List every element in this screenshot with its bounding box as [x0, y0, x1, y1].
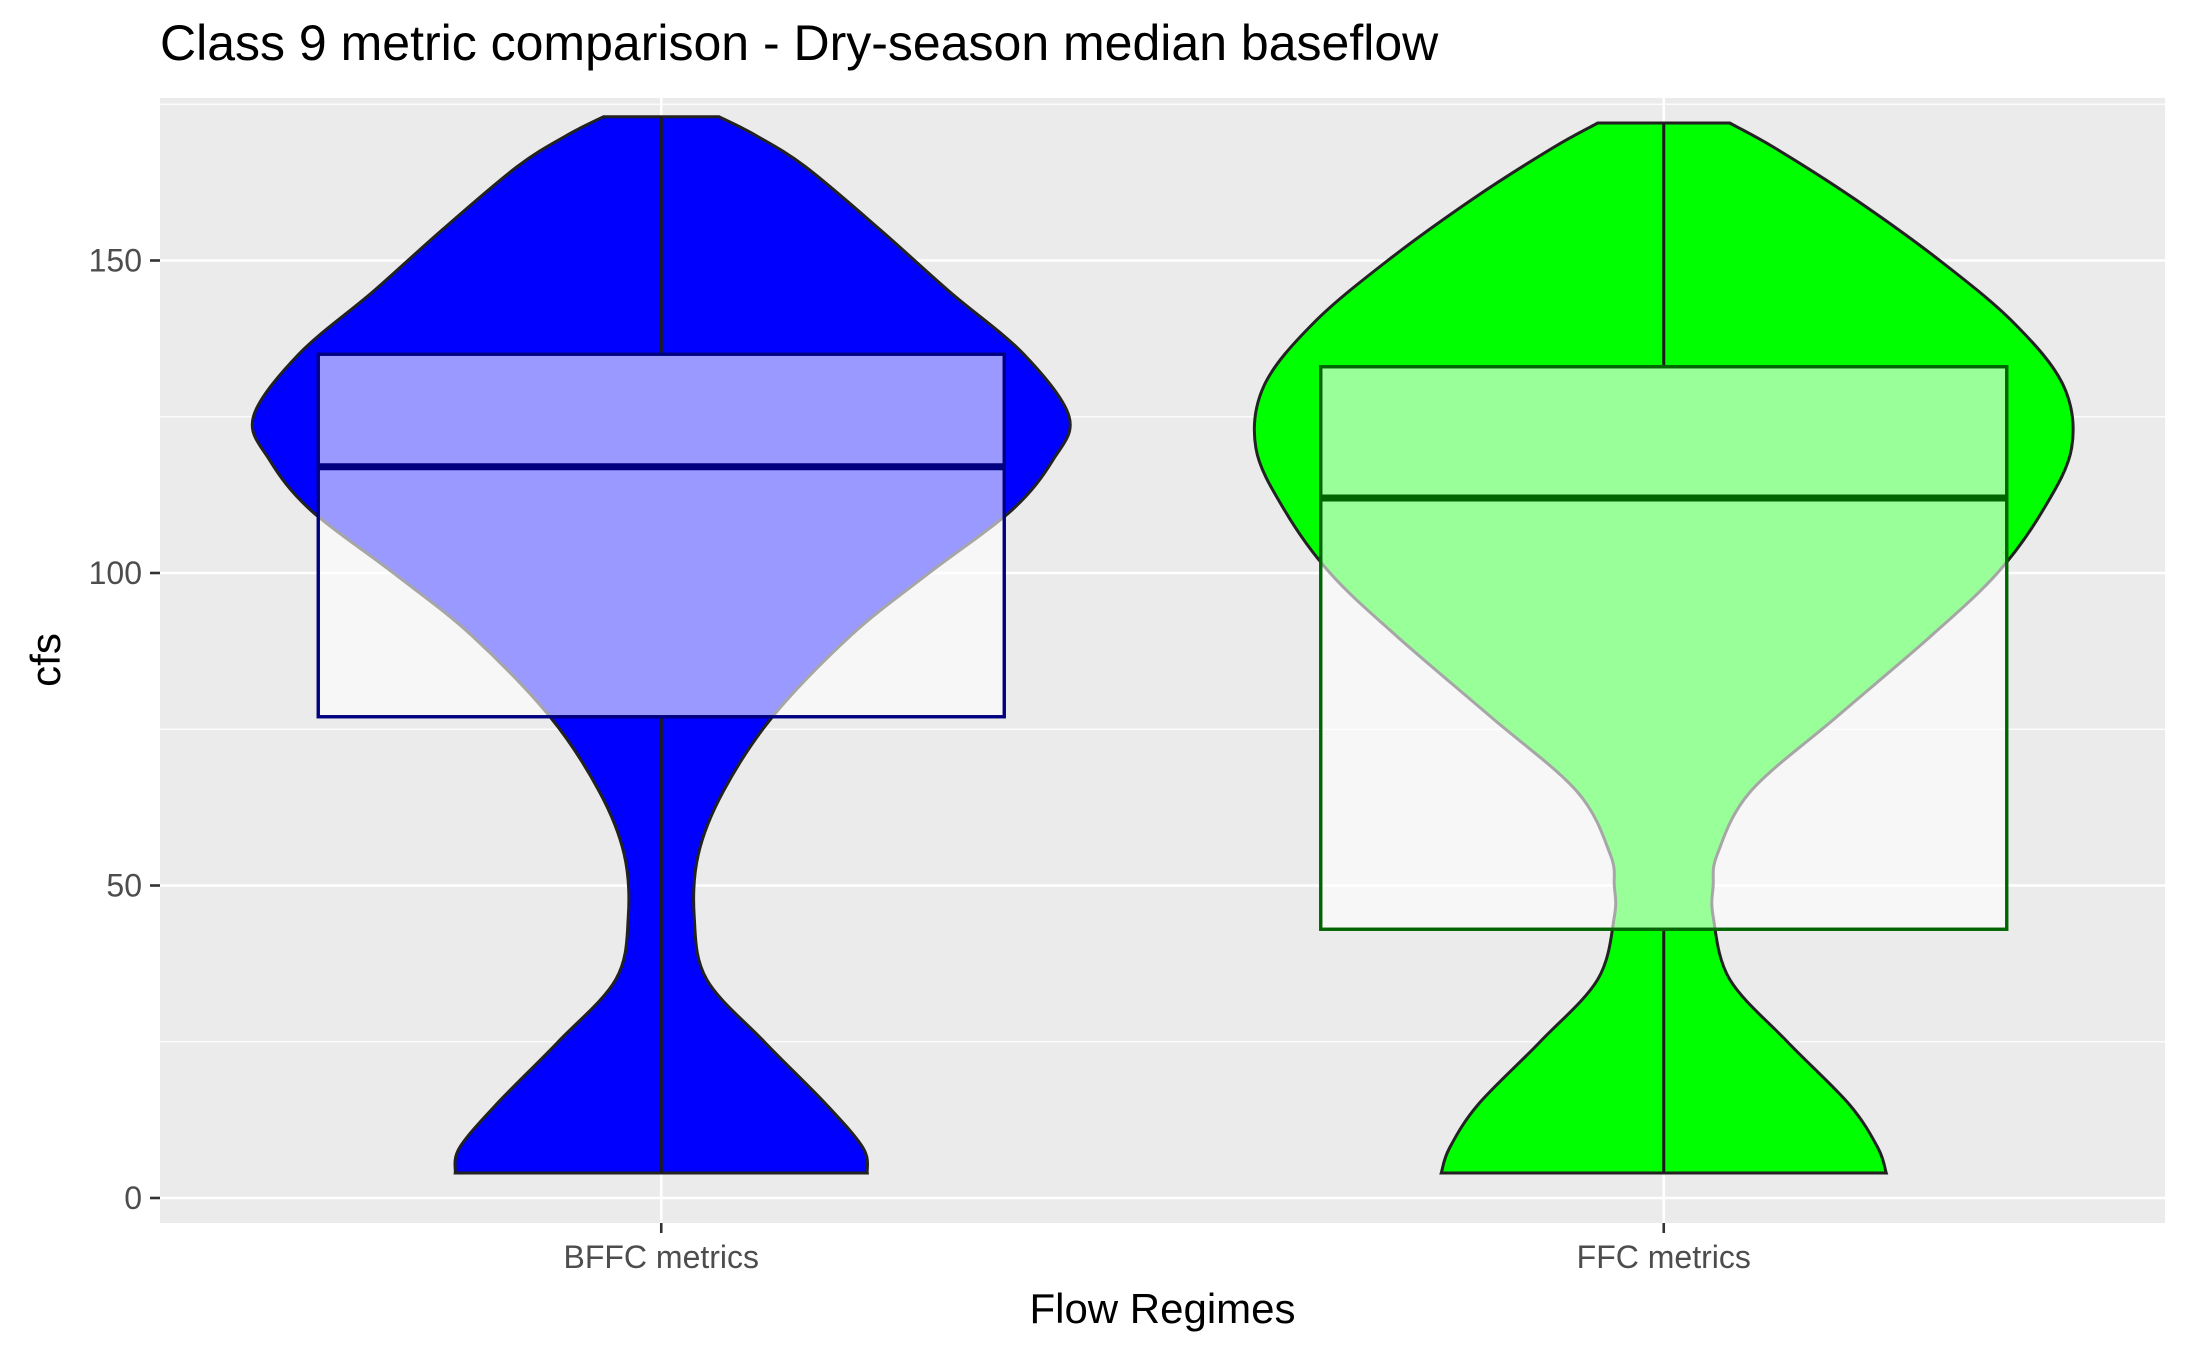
y-tick-label: 50 — [106, 868, 142, 904]
boxplot-layer — [316, 116, 2009, 1173]
y-axis: 0 50 100 150 — [89, 243, 160, 1216]
y-tick-label: 100 — [89, 555, 142, 591]
y-tick-label: 0 — [124, 1180, 142, 1216]
x-axis-title: Flow Regimes — [1029, 1285, 1295, 1332]
chart-title: Class 9 metric comparison - Dry-season m… — [160, 15, 1439, 71]
x-tick-label: BFFC metrics — [563, 1239, 759, 1275]
box-1 — [316, 352, 1006, 719]
box-2 — [1319, 365, 2009, 931]
x-tick-label: FFC metrics — [1577, 1239, 1751, 1275]
y-axis-title: cfs — [22, 633, 69, 687]
x-axis: BFFC metrics FFC metrics — [563, 1223, 1751, 1275]
y-tick-label: 150 — [89, 243, 142, 279]
